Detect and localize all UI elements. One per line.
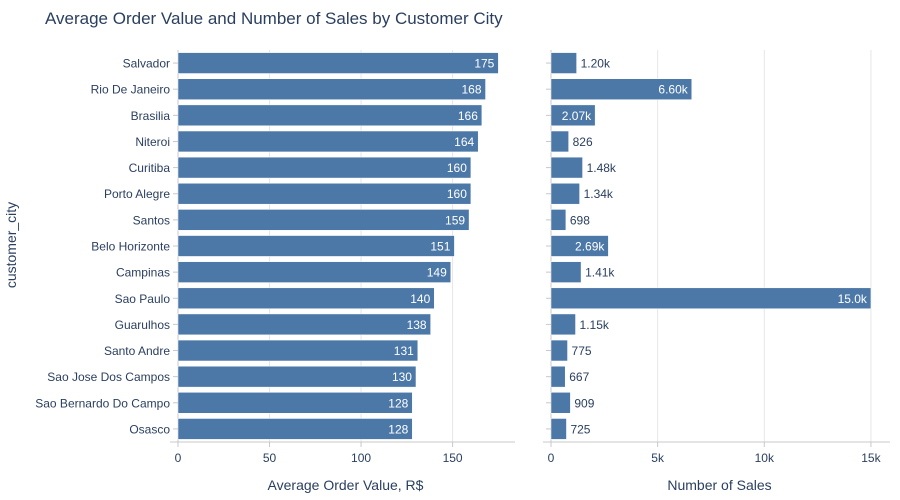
category-label: Brasilia: [131, 109, 171, 123]
bar[interactable]: [550, 183, 580, 205]
bar[interactable]: [550, 365, 566, 388]
data-label: 698: [570, 213, 590, 227]
category-label: Sao Bernardo Do Campo: [35, 396, 170, 410]
bar[interactable]: [550, 130, 569, 153]
x-tick-label: 100: [351, 451, 371, 465]
bar[interactable]: [177, 78, 486, 100]
bar[interactable]: [550, 287, 872, 309]
data-label: 138: [407, 318, 427, 332]
bar[interactable]: [550, 156, 583, 179]
data-label: 667: [569, 370, 589, 384]
x-axis-title: Average Order Value, R$: [268, 477, 424, 493]
data-label: 2.69k: [575, 240, 605, 254]
category-label: Rio De Janeiro: [91, 83, 171, 97]
data-label: 1.41k: [585, 266, 615, 280]
category-label: Santo Andre: [104, 344, 170, 358]
x-tick-label: 0: [548, 451, 555, 465]
bar[interactable]: [177, 52, 499, 74]
category-label: Niteroi: [135, 135, 170, 149]
category-label: Curitiba: [129, 161, 171, 175]
bar[interactable]: [550, 209, 567, 231]
data-label: 140: [410, 292, 430, 306]
y-axis-title-group: customer_city: [3, 202, 19, 288]
panel-avg-order-value: Salvador 175 Rio De Janeiro 168 Brasilia 166 N…: [35, 50, 515, 493]
y-axis-title: customer_city: [3, 202, 19, 288]
bar[interactable]: [550, 313, 576, 336]
data-label: 128: [388, 396, 408, 410]
data-label: 1.48k: [587, 161, 617, 175]
bar[interactable]: [177, 287, 435, 309]
bar[interactable]: [177, 261, 452, 283]
bar[interactable]: [177, 339, 419, 362]
bar[interactable]: [177, 209, 470, 231]
data-label: 175: [474, 57, 494, 71]
data-label: 160: [447, 161, 467, 175]
data-label: 2.07k: [562, 109, 592, 123]
category-label: Salvador: [123, 57, 170, 71]
x-tick-label: 150: [443, 451, 463, 465]
data-label: 1.34k: [584, 187, 614, 201]
bar[interactable]: [550, 339, 568, 362]
data-label: 149: [427, 266, 447, 280]
category-label: Campinas: [116, 266, 170, 280]
data-label: 6.60k: [658, 83, 688, 97]
x-tick-label: 50: [263, 451, 277, 465]
data-label: 725: [570, 422, 590, 436]
data-label: 826: [573, 135, 593, 149]
category-label: Santos: [133, 213, 170, 227]
bar[interactable]: [177, 104, 483, 127]
category-label: Guarulhos: [115, 318, 170, 332]
data-label: 130: [392, 370, 412, 384]
panel-number-of-sales: 1.20k 6.60k 2.07k 826 1.48k 1.34k 698 2.69k 1.41…: [543, 50, 890, 493]
bar[interactable]: [177, 130, 479, 153]
data-label: 775: [572, 344, 592, 358]
category-label: Porto Alegre: [104, 187, 170, 201]
data-label: 909: [574, 396, 594, 410]
data-label: 131: [394, 344, 414, 358]
data-label: 160: [447, 187, 467, 201]
data-label: 1.20k: [581, 57, 611, 71]
category-label: Belo Horizonte: [91, 240, 170, 254]
data-label: 15.0k: [838, 292, 868, 306]
bar[interactable]: [550, 392, 571, 414]
bar[interactable]: [177, 156, 472, 179]
bar[interactable]: [177, 313, 431, 336]
data-label: 151: [430, 240, 450, 254]
bar[interactable]: [550, 52, 577, 74]
x-tick-label: 0: [175, 451, 182, 465]
data-label: 128: [388, 422, 408, 436]
chart-title: Average Order Value and Number of Sales …: [45, 9, 503, 28]
bar[interactable]: [177, 365, 417, 388]
category-label: Osasco: [129, 422, 170, 436]
x-tick-label: 15k: [861, 451, 881, 465]
bar[interactable]: [550, 261, 582, 283]
data-label: 159: [445, 213, 465, 227]
data-label: 164: [454, 135, 474, 149]
x-tick-label: 10k: [755, 451, 775, 465]
category-label: Sao Jose Dos Campos: [47, 370, 170, 384]
bar[interactable]: [550, 418, 567, 440]
data-label: 168: [462, 83, 482, 97]
data-label: 166: [458, 109, 478, 123]
x-axis-title: Number of Sales: [667, 477, 771, 493]
bar[interactable]: [177, 235, 455, 257]
bar[interactable]: [177, 183, 472, 205]
bar[interactable]: [177, 418, 413, 440]
category-label: Sao Paulo: [115, 292, 171, 306]
bar[interactable]: [177, 392, 413, 414]
data-label: 1.15k: [580, 318, 610, 332]
x-tick-label: 5k: [651, 451, 665, 465]
